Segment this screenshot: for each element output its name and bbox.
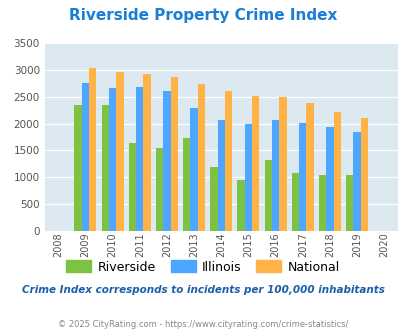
Bar xyxy=(271,120,279,231)
Bar xyxy=(210,167,217,231)
Bar xyxy=(237,181,244,231)
Bar xyxy=(116,72,123,231)
Bar xyxy=(353,132,360,231)
Text: Riverside Property Crime Index: Riverside Property Crime Index xyxy=(68,8,337,23)
Bar xyxy=(326,127,333,231)
Bar xyxy=(252,96,259,231)
Bar xyxy=(156,148,163,231)
Bar xyxy=(244,123,252,231)
Bar xyxy=(81,83,89,231)
Bar xyxy=(318,175,326,231)
Text: Crime Index corresponds to incidents per 100,000 inhabitants: Crime Index corresponds to incidents per… xyxy=(21,285,384,295)
Text: © 2025 CityRating.com - https://www.cityrating.com/crime-statistics/: © 2025 CityRating.com - https://www.city… xyxy=(58,320,347,329)
Bar xyxy=(224,91,232,231)
Bar xyxy=(217,120,224,231)
Bar xyxy=(291,173,298,231)
Bar xyxy=(190,108,197,231)
Bar xyxy=(298,123,306,231)
Bar xyxy=(89,68,96,231)
Bar xyxy=(128,143,136,231)
Bar xyxy=(264,159,271,231)
Bar xyxy=(136,87,143,231)
Bar xyxy=(333,112,340,231)
Bar xyxy=(345,175,353,231)
Bar xyxy=(279,97,286,231)
Bar xyxy=(306,103,313,231)
Bar xyxy=(170,77,177,231)
Bar xyxy=(360,117,367,231)
Bar xyxy=(101,105,109,231)
Bar xyxy=(143,74,150,231)
Legend: Riverside, Illinois, National: Riverside, Illinois, National xyxy=(61,255,344,279)
Bar xyxy=(183,138,190,231)
Bar xyxy=(197,84,205,231)
Bar xyxy=(74,105,81,231)
Bar xyxy=(109,87,116,231)
Bar xyxy=(163,91,170,231)
